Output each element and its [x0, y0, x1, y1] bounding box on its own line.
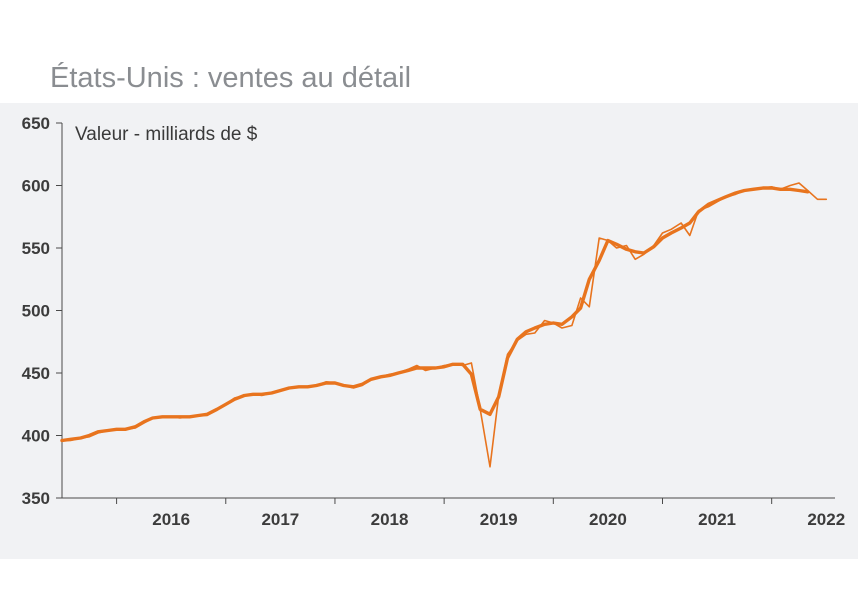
y-tick-label: 400	[22, 427, 50, 446]
y-axis-label: Valeur - milliards de $	[75, 124, 258, 145]
plot-background	[0, 103, 858, 559]
x-tick-label: 2022	[807, 510, 845, 529]
x-axis-ticks: 2016 2017 2018 2019 2020 2021 2022	[116, 498, 845, 529]
series-lines	[60, 182, 828, 468]
y-tick-label: 500	[22, 302, 50, 321]
y-tick-label: 350	[22, 489, 50, 508]
y-tick-label: 600	[22, 177, 50, 196]
x-tick-label: 2017	[261, 510, 299, 529]
y-tick-label: 650	[22, 114, 50, 133]
x-tick-label: 2018	[371, 510, 409, 529]
x-tick-label: 2019	[480, 510, 518, 529]
series-line-thick	[60, 186, 810, 443]
x-tick-label: 2016	[152, 510, 190, 529]
x-tick-label: 2020	[589, 510, 627, 529]
y-tick-label: 550	[22, 239, 50, 258]
chart-title: États-Unis : ventes au détail	[50, 62, 412, 94]
series-line-thin	[61, 182, 828, 468]
x-tick-label: 2021	[698, 510, 736, 529]
y-axis-ticks: 350 400 450 500 550 600 650	[22, 114, 62, 508]
axes	[61, 123, 835, 499]
y-tick-label: 450	[22, 364, 50, 383]
